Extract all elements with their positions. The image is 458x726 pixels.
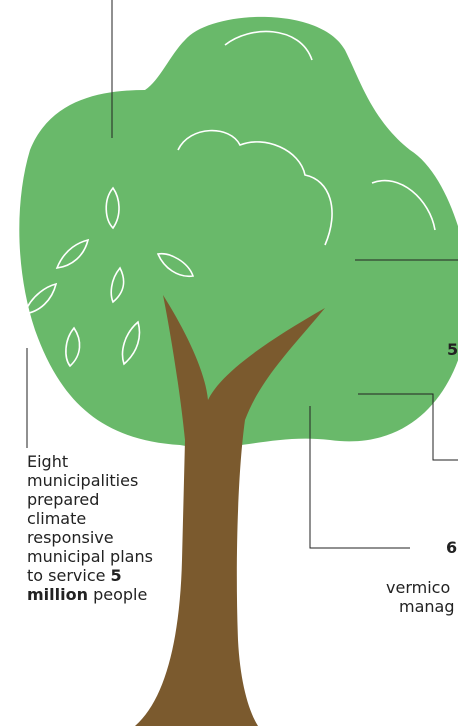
annotation-part: people (88, 585, 147, 604)
annotation-part: Eight municipalities prepared climate re… (27, 452, 153, 585)
cropped-label: vermico (386, 578, 450, 597)
cropped-label: 5 (447, 340, 458, 359)
tree-illustration (0, 0, 458, 726)
cropped-label: manag (399, 597, 455, 616)
cropped-label: 6 (446, 538, 457, 557)
page: Eight municipalities prepared climate re… (0, 0, 458, 726)
annotation: Eight municipalities prepared climate re… (27, 452, 155, 604)
